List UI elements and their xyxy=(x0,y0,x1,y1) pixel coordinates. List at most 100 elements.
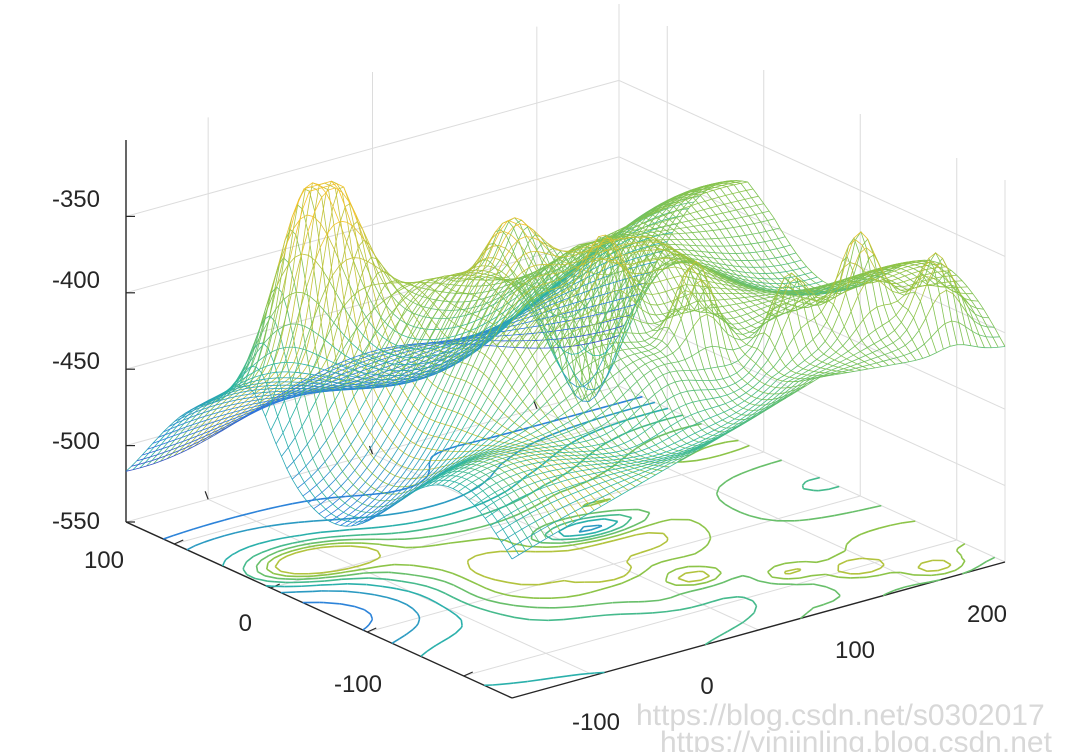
contour-line xyxy=(474,537,489,541)
mesh-col-line xyxy=(679,191,687,195)
contour-line xyxy=(564,442,573,449)
mesh-col-line xyxy=(681,208,689,210)
mesh-col-line xyxy=(572,266,580,277)
mesh-col-line xyxy=(453,351,461,356)
mesh-col-line xyxy=(471,369,479,385)
contour-line xyxy=(487,599,501,604)
mesh-col-line xyxy=(767,265,774,268)
mesh-col-line xyxy=(203,430,211,434)
contour-line xyxy=(838,576,851,579)
contour-line xyxy=(320,530,336,534)
contour-line xyxy=(455,614,462,621)
mesh-col-line xyxy=(548,304,557,309)
contour-line xyxy=(708,532,712,538)
contour-line xyxy=(307,531,321,535)
mesh-col-line xyxy=(255,342,264,368)
contour-line xyxy=(377,555,382,560)
mesh-col-line xyxy=(563,263,571,265)
mesh-col-line xyxy=(491,408,499,419)
mesh-col-line xyxy=(291,472,300,480)
mesh-col-line xyxy=(568,258,577,264)
mesh-col-line xyxy=(660,241,668,244)
mesh-col-line xyxy=(384,372,393,386)
contour-line xyxy=(426,646,435,653)
mesh-col-line xyxy=(393,337,401,350)
mesh-col-line xyxy=(484,341,493,356)
contour-line xyxy=(825,586,836,592)
mesh-col-line xyxy=(528,304,537,318)
contour-line xyxy=(665,575,669,581)
mesh-col-line xyxy=(549,308,557,312)
mesh-col-line xyxy=(648,276,657,287)
mesh-col-line xyxy=(360,371,368,375)
mesh-col-line xyxy=(376,407,384,421)
mesh-col-line xyxy=(682,194,690,198)
contour-line xyxy=(936,572,945,576)
mesh-col-line xyxy=(516,288,524,298)
contour-line xyxy=(492,683,500,686)
mesh-col-line xyxy=(417,459,426,471)
mesh-col-line xyxy=(470,316,478,332)
contour-line xyxy=(477,583,487,590)
mesh-col-line xyxy=(341,514,350,521)
mesh-col-line xyxy=(710,274,719,278)
mesh-col-line xyxy=(328,187,336,191)
contour-line xyxy=(670,593,681,599)
mesh-col-line xyxy=(476,332,485,337)
contour-line xyxy=(368,619,373,626)
mesh-col-line xyxy=(320,223,328,236)
contour-line xyxy=(620,398,632,404)
mesh-col-line xyxy=(710,205,718,209)
mesh-col-line xyxy=(398,346,406,360)
contour-line xyxy=(274,580,286,584)
contour-line xyxy=(348,564,360,570)
mesh-col-line xyxy=(322,374,330,388)
mesh-col-line xyxy=(493,257,501,261)
mesh-col-line xyxy=(604,309,613,313)
mesh-col-line xyxy=(250,383,258,386)
mesh-col-line xyxy=(423,279,431,284)
mesh-col-line xyxy=(183,420,192,424)
contour-line xyxy=(676,565,689,570)
mesh-col-line xyxy=(687,201,695,204)
mesh-col-line xyxy=(380,507,389,514)
mesh-col-line xyxy=(289,291,297,296)
mesh-col-line xyxy=(492,277,500,280)
contour-line xyxy=(638,524,650,530)
mesh-col-line xyxy=(405,308,413,314)
contour-line xyxy=(624,525,634,531)
mesh-col-line xyxy=(179,447,187,451)
mesh-col-line xyxy=(355,214,364,230)
mesh-col-line xyxy=(425,383,433,398)
mesh-col-line xyxy=(681,220,689,223)
mesh-col-line xyxy=(640,229,648,233)
mesh-col-line xyxy=(629,266,637,270)
contour-line xyxy=(666,572,670,576)
mesh-col-line xyxy=(498,436,507,442)
contour-line xyxy=(753,605,758,613)
mesh-col-line xyxy=(720,186,728,189)
mesh-col-line xyxy=(612,256,620,260)
contour-line xyxy=(419,535,429,539)
mesh-col-line xyxy=(158,455,166,459)
contour-line xyxy=(659,520,665,523)
mesh-col-line xyxy=(591,335,599,338)
contour-line xyxy=(421,544,436,548)
mesh-col-line xyxy=(508,278,516,288)
mesh-col-line xyxy=(772,227,780,231)
mesh-col-line xyxy=(618,297,626,306)
mesh-col-line xyxy=(427,289,435,298)
mesh-col-line xyxy=(691,187,699,191)
mesh-col-line xyxy=(582,269,591,273)
mesh-col-line xyxy=(667,245,675,250)
contour-line xyxy=(596,426,607,432)
mesh-col-line xyxy=(551,341,559,349)
mesh-col-line xyxy=(554,312,562,318)
mesh-col-line xyxy=(727,278,735,282)
mesh-col-line xyxy=(152,440,160,444)
mesh-col-line xyxy=(341,366,350,371)
mesh-col-line xyxy=(458,443,466,452)
mesh-col-line xyxy=(553,278,561,282)
contour-line xyxy=(602,539,615,545)
mesh-col-line xyxy=(571,309,579,312)
